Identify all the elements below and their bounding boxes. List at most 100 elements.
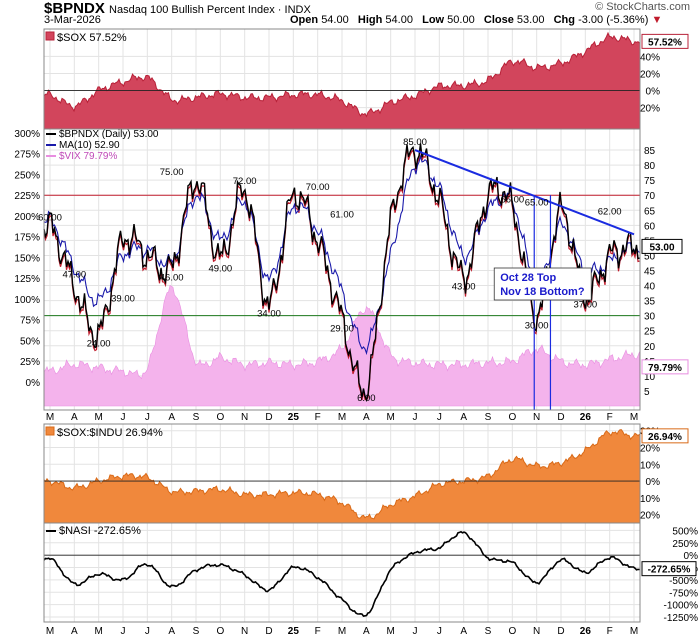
y-tick-label: 500% [672,526,698,537]
open-value: 54.00 [321,14,349,26]
chart-date: 3-Mar-2026 [44,14,101,26]
month-tick-label: A [71,626,78,637]
month-tick-label: M [630,412,638,423]
y-tick-label: -750% [669,588,698,599]
last-value-badge [641,561,697,577]
peak-label: 24.00 [87,339,111,350]
left-tick-label: 0% [26,378,41,389]
month-tick-label: N [533,626,540,637]
peak-label: 29.00 [330,324,354,335]
month-tick-label: D [265,412,272,423]
right-tick-label: 5 [644,387,650,398]
right-tick-label: 65 [644,206,656,217]
month-tick-label: O [216,412,224,423]
left-tick-label: 275% [14,150,40,161]
y-tick-label: 20% [640,69,660,80]
legend-label: $BPNDX (Daily) 53.00 [59,129,159,140]
month-tick-label: D [557,626,564,637]
month-tick-label: J [413,626,418,637]
left-tick-label: 175% [14,233,40,244]
month-tick-label: M [94,626,102,637]
right-tick-label: 20 [644,342,656,353]
month-tick-label: J [145,412,150,423]
y-tick-label: -1250% [664,613,699,624]
left-tick-label: 250% [14,170,40,181]
month-tick-label: F [607,412,613,423]
month-tick-label: J [437,626,442,637]
month-tick-label: A [71,412,78,423]
annotation-box [493,267,592,301]
exchange: · INDX [274,4,311,16]
peak-label: 72.00 [233,176,257,187]
y-tick-label: 20% [640,443,660,454]
month-tick-label: M [338,626,346,637]
month-tick-label: 26 [580,626,592,637]
left-tick-label: 75% [20,316,40,327]
month-tick-label: O [508,626,516,637]
nasi-line [43,530,640,617]
left-tick-label: 100% [14,295,40,306]
right-tick-label: 80 [644,161,656,172]
last-value-badge [641,238,683,254]
month-tick-label: O [216,626,224,637]
left-tick-label: 25% [20,357,40,368]
series-line [43,31,640,118]
month-tick-label: J [413,412,418,423]
peak-label: 39.00 [111,294,135,305]
right-tick-label: 60 [644,221,656,232]
left-tick-label: 200% [14,212,40,223]
left-tick-label: 225% [14,191,40,202]
chart-title: $BPNDX Nasdaq 100 Bullish Percent Index … [44,0,311,17]
chg-value: -3.00 (-5.36%) [578,14,649,26]
close-value: 53.00 [516,14,545,26]
month-tick-label: M [46,412,54,423]
peak-label: 66.00 [500,194,524,205]
month-tick-label: A [168,626,175,637]
left-tick-label: 300% [14,129,40,140]
month-tick-label: A [460,412,467,423]
last-value-label: -272.65% [648,565,691,576]
last-value-badge [641,428,689,444]
legend-label: $VIX 79.79% [59,151,117,162]
low-value: 50.00 [447,14,475,26]
panel-frame [43,522,641,623]
y-tick-label: -20% [637,511,660,522]
peak-label: 30.00 [525,321,549,332]
peak-label: 65.00 [525,197,549,208]
vix-last-badge [641,359,689,375]
down-triangle-icon: ▼ [651,14,663,26]
y-tick-label: 250% [672,539,698,550]
month-tick-label: F [315,626,321,637]
month-tick-label: 26 [580,412,592,423]
brand-watermark: © StockCharts.com [595,1,690,13]
peak-label: 37.00 [573,300,597,311]
right-tick-label: 75 [644,176,656,187]
open-label: Open [290,14,319,26]
annotation-line2: Nov 18 Bottom? [500,286,585,298]
month-tick-label: S [193,412,200,423]
series-area [44,33,640,129]
low-label: Low [422,14,445,26]
right-tick-label: 25 [644,327,656,338]
y-tick-label: -500% [669,576,698,587]
month-tick-label: M [46,626,54,637]
peak-label: 70.00 [306,182,330,193]
month-tick-label: S [193,626,200,637]
left-tick-label: 150% [14,253,40,264]
month-tick-label: N [533,412,540,423]
right-tick-label: 85 [644,146,656,157]
month-tick-label: M [630,626,638,637]
month-tick-label: D [557,412,564,423]
month-tick-label: 25 [288,626,300,637]
last-value-label: 53.00 [649,242,674,253]
right-tick-label: 40 [644,282,656,293]
month-tick-label: O [508,412,516,423]
right-tick-label: 30 [644,312,656,323]
month-tick-label: S [485,412,492,423]
last-value-label: 26.94% [648,432,682,443]
right-tick-label: 10 [644,372,656,383]
peak-label: 49.00 [208,263,232,274]
series-area [44,429,640,523]
right-tick-label: 35 [644,297,656,308]
y-tick-label: 0% [646,87,661,98]
